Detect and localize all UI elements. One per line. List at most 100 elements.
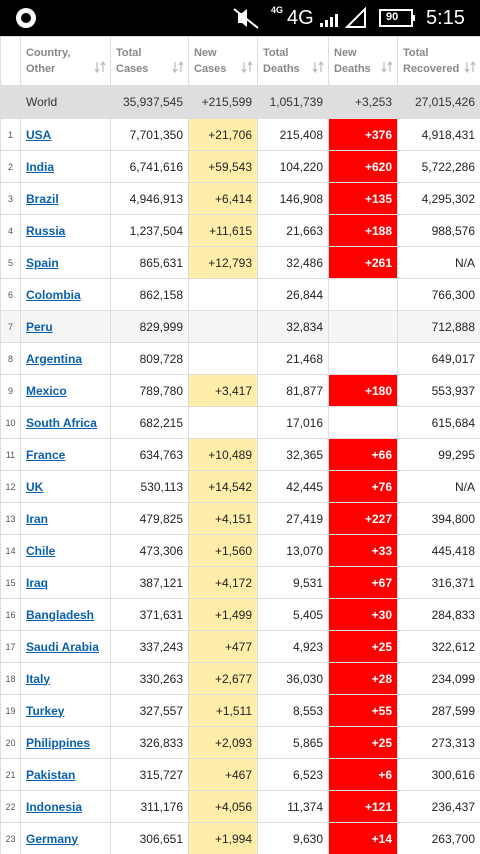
new-deaths-cell: +180 [328,374,398,407]
world-row: World 35,937,545 +215,599 1,051,739 +3,253 27… [0,85,480,119]
header-text: Country, Other [26,47,71,75]
total-cases-cell: 327,557 [110,694,189,727]
country-link[interactable]: Iran [26,511,49,526]
country-link[interactable]: Argentina [26,351,83,366]
total-cases-cell: 473,306 [110,534,189,567]
rank-cell: 6 [0,278,21,311]
total-recovered-cell: 234,099 [397,662,480,695]
country-row: 17 Saudi Arabia 337,243 +477 4,923 +25 322,612 [0,630,480,663]
total-cases-cell: 387,121 [110,566,189,599]
country-cell: USA [20,118,111,151]
country-link[interactable]: Iraq [26,575,49,590]
rank-cell: 1 [0,118,21,151]
rank-cell: 13 [0,502,21,535]
new-deaths-cell: +67 [328,566,398,599]
country-cell: Iraq [20,566,111,599]
total-cases-cell: 865,631 [110,246,189,279]
country-link[interactable]: USA [26,127,52,142]
header-text: Total Recovered [403,47,460,75]
country-link[interactable]: Russia [26,223,66,238]
country-row: 1 USA 7,701,350 +21,706 215,408 +376 4,918,431 [0,118,480,151]
country-row: 2 India 6,741,616 +59,543 104,220 +620 5,722,2… [0,150,480,183]
rank-cell: 12 [0,470,21,503]
country-link[interactable]: UK [26,479,44,494]
total-recovered-cell: 5,722,286 [397,150,480,183]
country-row: 11 France 634,763 +10,489 32,365 +66 99,295 [0,438,480,471]
new-cases-cell: +4,151 [188,502,258,535]
country-link[interactable]: Indonesia [26,799,83,814]
country-link[interactable]: Saudi Arabia [26,639,99,654]
rank-cell: 19 [0,694,21,727]
country-link[interactable]: Chile [26,543,56,558]
total-recovered-cell: 766,300 [397,278,480,311]
rank-cell: 17 [0,630,21,663]
country-link[interactable]: Peru [26,319,53,334]
country-cell: Turkey [20,694,111,727]
new-deaths-cell [328,310,398,343]
column-header[interactable]: New Cases [188,36,258,86]
covid-table: # Country, Other Total Cases New Cases Total… [0,36,480,854]
sort-icon [381,61,393,73]
country-cell: South Africa [20,406,111,439]
country-cell: Bangladesh [20,598,111,631]
total-cases-cell: 306,651 [110,822,189,854]
country-link[interactable]: France [26,447,66,462]
network: 4G [287,7,314,29]
header-row: # Country, Other Total Cases New Cases Total… [0,36,480,86]
country-cell: Argentina [20,342,111,375]
new-cases-cell [188,342,258,375]
total-recovered-cell: 300,616 [397,758,480,791]
country-cell: India [20,150,111,183]
country-row: 21 Pakistan 315,727 +467 6,523 +6 300,616 [0,758,480,791]
country-link[interactable]: South Africa [26,415,97,430]
country-row: 4 Russia 1,237,504 +11,615 21,663 +188 988,576 [0,214,480,247]
country-row: 7 Peru 829,999 32,834 712,888 [0,310,480,343]
country-link[interactable]: Brazil [26,191,59,206]
sort-icon [464,61,476,73]
country-link[interactable]: Germany [26,831,79,846]
country-cell: UK [20,470,111,503]
country-link[interactable]: Turkey [26,703,65,718]
country-row: 12 UK 530,113 +14,542 42,445 +76 N/A [0,470,480,503]
new-deaths-cell: +28 [328,662,398,695]
total-recovered-cell: 649,017 [397,342,480,375]
country-link[interactable]: Mexico [26,383,67,398]
new-cases-cell: +3,417 [188,374,258,407]
total-cases-cell: 330,263 [110,662,189,695]
rank-cell: 3 [0,182,21,215]
country-cell: Saudi Arabia [20,630,111,663]
new-cases-cell [188,278,258,311]
country-link[interactable]: Italy [26,671,51,686]
total-recovered-cell: 99,295 [397,438,480,471]
country-link[interactable]: Spain [26,255,59,270]
new-deaths-cell [328,406,398,439]
column-header[interactable]: Total Recovered [397,36,480,86]
total-cases-cell: 530,113 [110,470,189,503]
column-header[interactable]: Total Cases [110,36,189,86]
country-cell: Mexico [20,374,111,407]
country-row: 13 Iran 479,825 +4,151 27,419 +227 394,800 [0,502,480,535]
column-header[interactable]: Total Deaths [257,36,329,86]
column-header[interactable]: Country, Other [20,36,111,86]
battery-level: 90 [386,11,399,23]
signal-icon [320,14,338,27]
total-recovered-cell: 27,015,426 [397,85,480,119]
total-recovered-cell: 284,833 [397,598,480,631]
new-deaths-cell: +76 [328,470,398,503]
country-cell: Pakistan [20,758,111,791]
total-recovered-cell: 273,313 [397,726,480,759]
country-row: 19 Turkey 327,557 +1,511 8,553 +55 287,599 [0,694,480,727]
column-header[interactable]: New Deaths [328,36,398,86]
country-link[interactable]: Colombia [26,287,81,302]
total-cases-cell: 371,631 [110,598,189,631]
header-text: New Deaths [334,47,371,75]
total-recovered-cell: 553,937 [397,374,480,407]
rank-cell: 9 [0,374,21,407]
country-link[interactable]: India [26,159,55,174]
total-cases-cell: 634,763 [110,438,189,471]
country-link[interactable]: Bangladesh [26,607,95,622]
total-deaths-cell: 21,663 [257,214,329,247]
country-link[interactable]: Pakistan [26,767,76,782]
total-deaths-cell: 27,419 [257,502,329,535]
country-link[interactable]: Philippines [26,735,91,750]
